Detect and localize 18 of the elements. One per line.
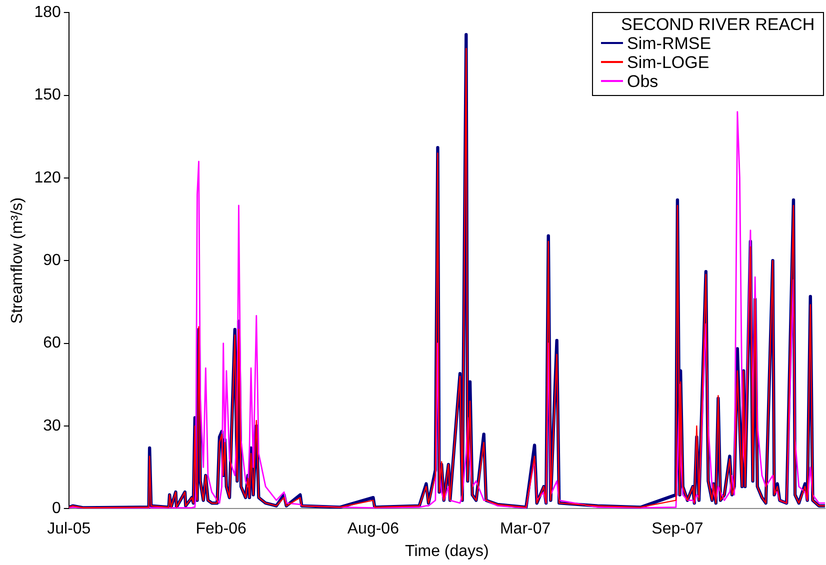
y-tick-label: 0: [52, 500, 61, 518]
y-tick-label: 60: [43, 334, 61, 352]
x-tick-label: Aug-06: [347, 520, 400, 538]
legend-label: Obs: [627, 72, 658, 91]
x-tick-label: Feb-06: [196, 520, 246, 538]
legend-title: SECOND RIVER REACH: [620, 14, 815, 34]
legend-label: Sim-LOGE: [627, 52, 710, 72]
x-tick-label: Mar-07: [500, 520, 551, 538]
x-axis-title: Time (days): [405, 542, 489, 560]
legend-label: Sim-RMSE: [627, 34, 712, 53]
x-tick-label: Jul-05: [47, 520, 91, 538]
y-tick-label: 30: [43, 417, 61, 434]
y-tick-label: 180: [34, 4, 61, 22]
y-tick-label: 150: [34, 86, 61, 104]
y-tick-label: 90: [43, 252, 61, 270]
x-tick-label: Sep-07: [652, 520, 704, 538]
y-axis-title: Streamflow (m³/s): [9, 197, 26, 324]
y-tick-label: 120: [34, 169, 61, 186]
